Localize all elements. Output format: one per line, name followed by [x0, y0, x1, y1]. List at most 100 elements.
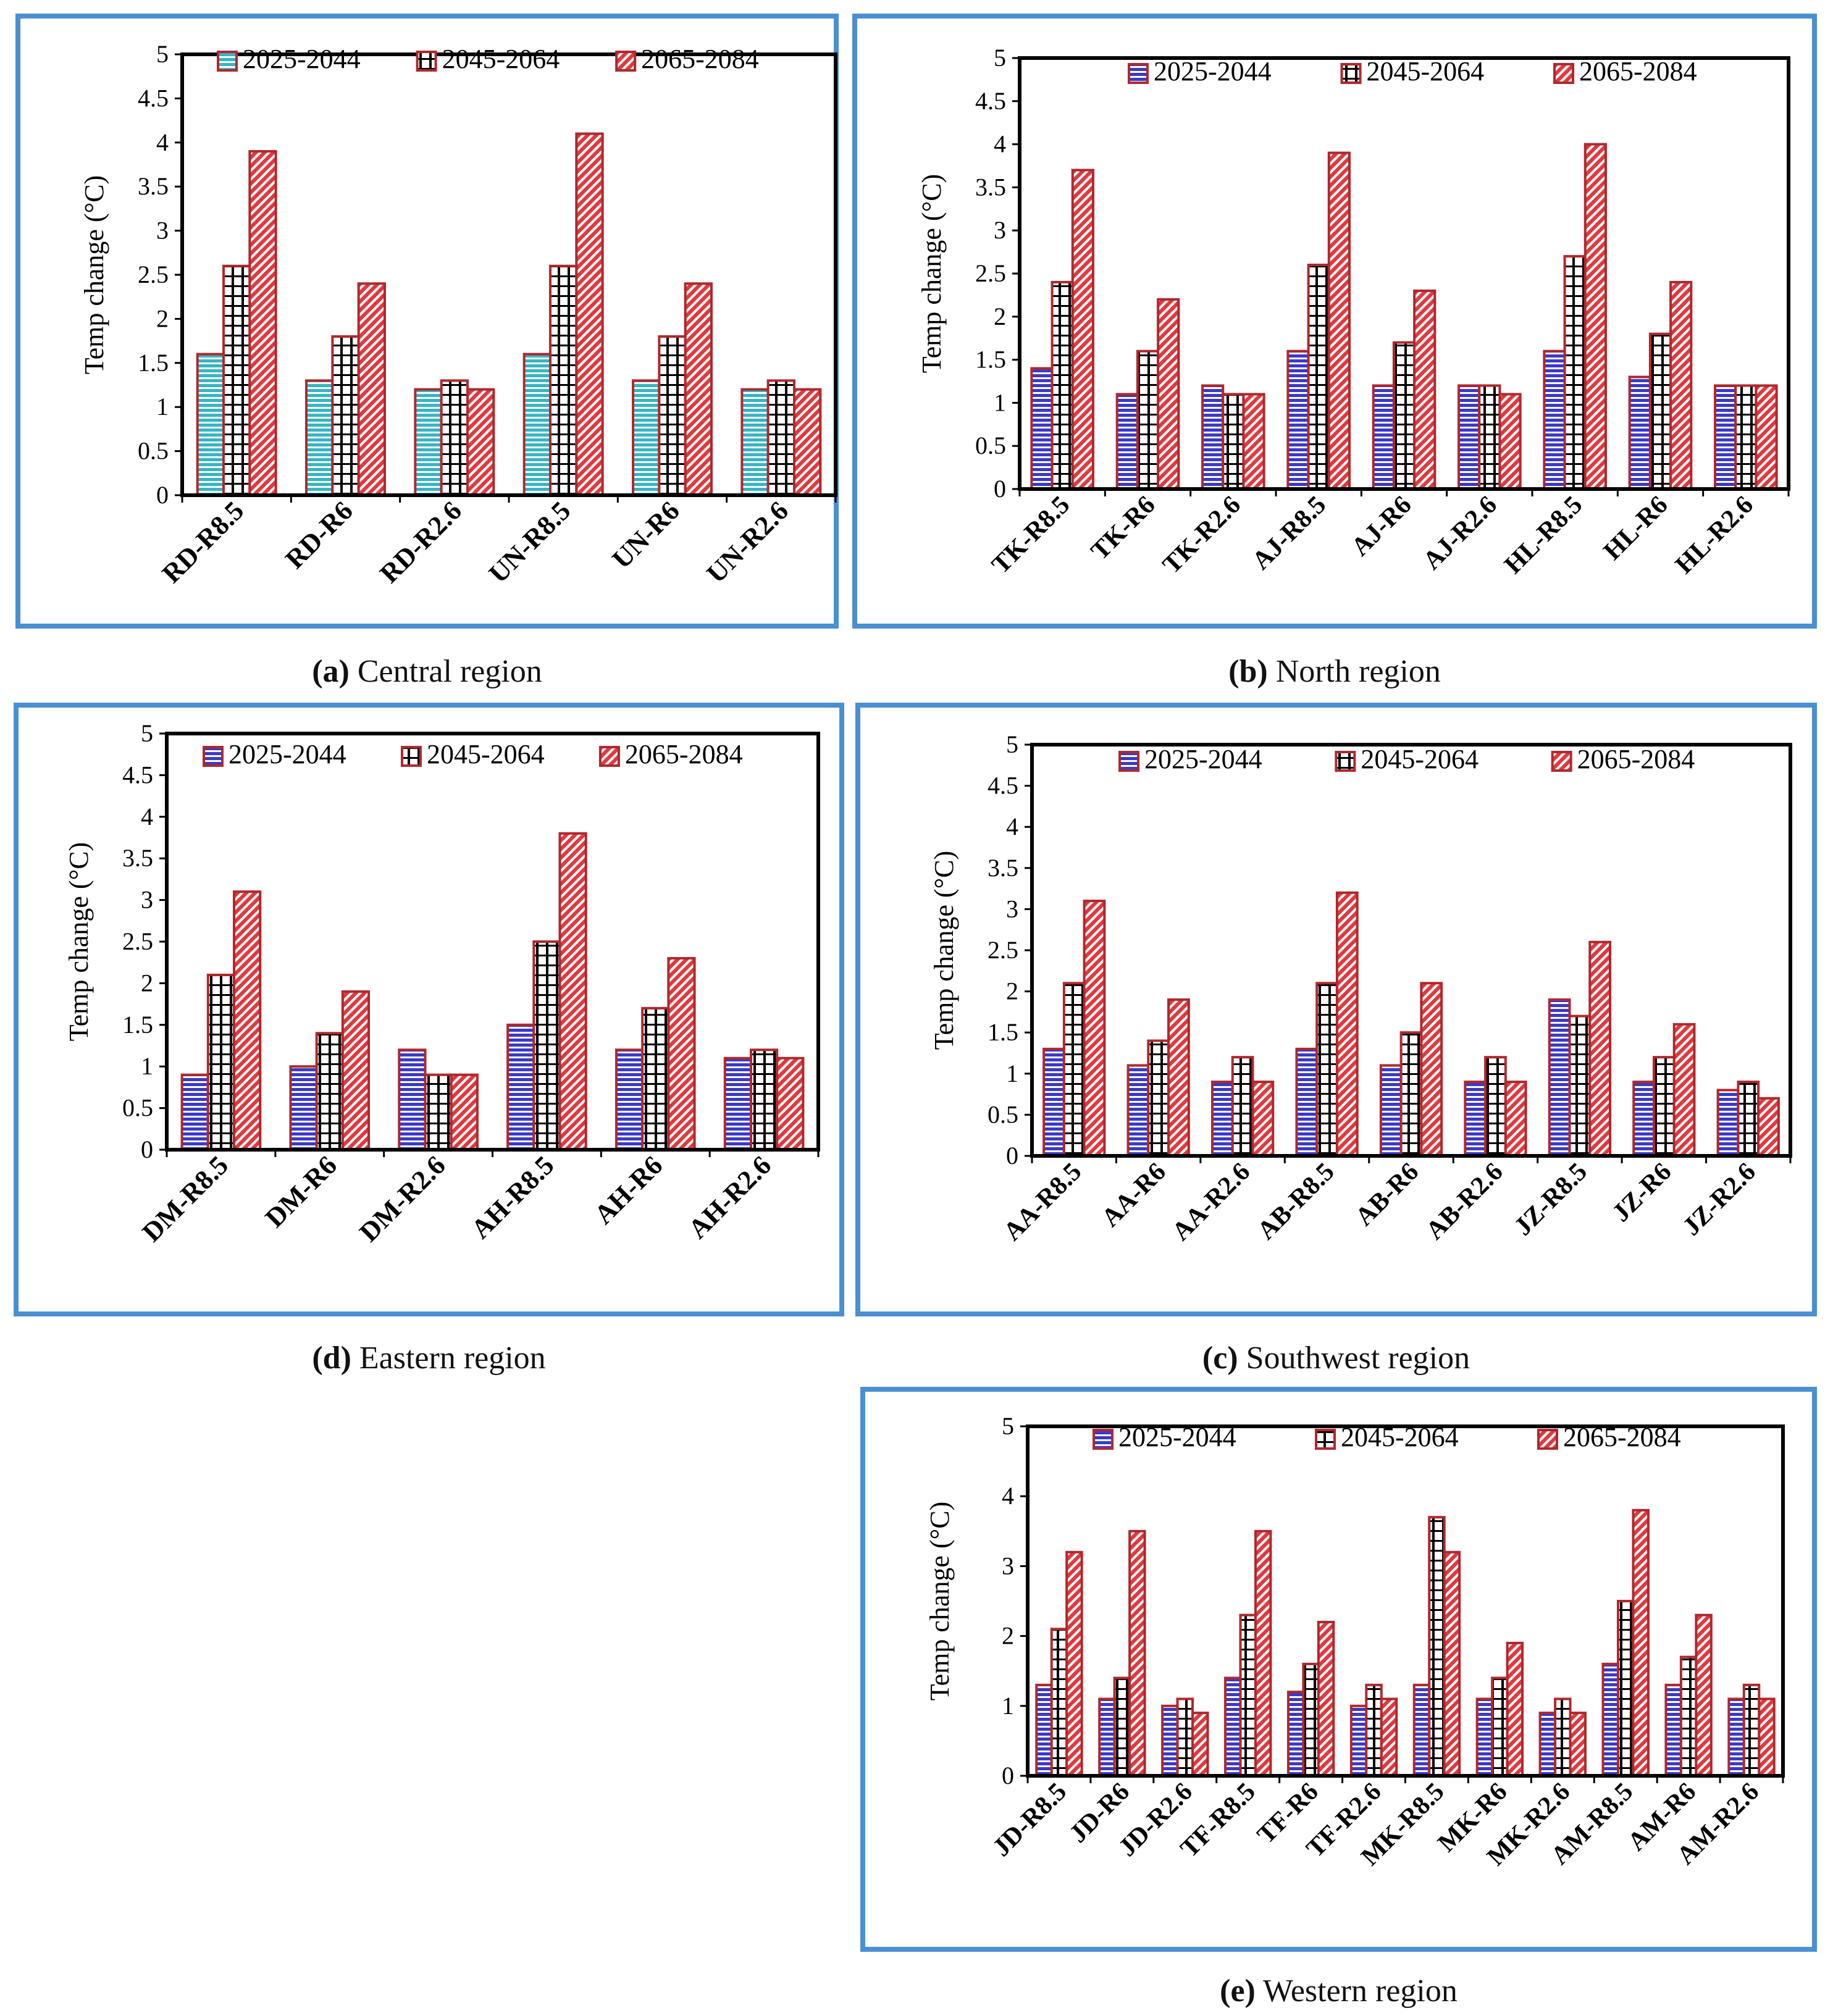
- blue-hatch-swatch-icon: [1093, 1429, 1114, 1450]
- y-tick-label: 1.5: [138, 349, 169, 377]
- bar-tf-r2-6-2065-2084: [1380, 1697, 1398, 1778]
- bar-tk-r6-2025-2044: [1115, 393, 1139, 490]
- y-tick-label: 0: [156, 481, 169, 509]
- y-tick-label: 4: [1002, 1482, 1014, 1510]
- bar-hl-r2-6-2065-2084: [1755, 384, 1778, 490]
- bar-ab-r2-6-2025-2044: [1464, 1081, 1487, 1157]
- y-tick-label: 0: [1002, 1762, 1014, 1789]
- y-tick-label: 2: [994, 303, 1006, 330]
- y-tick-label: 1: [994, 388, 1006, 416]
- bar-jd-r2-6-2045-2064: [1176, 1697, 1194, 1778]
- legend-label: 2045-2064: [1361, 744, 1479, 774]
- legend-label: 2065-2084: [625, 739, 743, 769]
- blue-hatch-swatch-icon: [217, 51, 238, 72]
- x-tick-label: TK-R2.6: [1157, 491, 1246, 580]
- legend-label: 2025-2044: [229, 739, 346, 769]
- bar-ab-r2-6-2045-2064: [1484, 1056, 1507, 1157]
- bar-tk-r8-5-2065-2084: [1071, 169, 1094, 491]
- y-tick-label: 3.5: [975, 173, 1006, 201]
- bar-aa-r6-2065-2084: [1167, 998, 1190, 1158]
- bar-ah-r8-5-2065-2084: [558, 832, 587, 1151]
- bar-jd-r6-2025-2044: [1098, 1697, 1116, 1778]
- caption-letter: (d): [312, 1341, 351, 1376]
- caption-eastern: (d) Eastern region: [14, 1340, 844, 1376]
- bar-ab-r8-5-2065-2084: [1335, 891, 1359, 1157]
- bar-mk-r2-6-2045-2064: [1554, 1697, 1572, 1778]
- bar-am-r8-5-2025-2044: [1601, 1662, 1619, 1777]
- caption-north: (b) North region: [852, 653, 1817, 690]
- x-tick-label: AH-R6: [589, 1150, 669, 1230]
- bar-aj-r8-5-2045-2064: [1307, 264, 1330, 490]
- bar-aj-r8-5-2065-2084: [1327, 151, 1351, 490]
- plot-area-frame: [165, 732, 820, 1152]
- bar-un-r8-5-2025-2044: [522, 353, 552, 497]
- y-tick-label: 4: [1006, 813, 1018, 840]
- bar-jd-r8-5-2045-2064: [1050, 1628, 1068, 1777]
- y-axis-label: Temp change (°C): [916, 174, 947, 373]
- red-diagonal-swatch-icon: [598, 746, 620, 767]
- y-tick-label: 1.5: [988, 1018, 1018, 1046]
- bar-jz-r6-2025-2044: [1632, 1081, 1655, 1157]
- y-tick-label: 1.5: [122, 1011, 153, 1039]
- bar-tf-r6-2025-2044: [1286, 1691, 1305, 1777]
- bar-hl-r2-6-2025-2044: [1714, 384, 1737, 490]
- bar-mk-r2-6-2025-2044: [1538, 1712, 1557, 1777]
- x-tick-label: RD-R6: [280, 495, 359, 574]
- x-tick-label: DM-R6: [259, 1150, 343, 1233]
- caption-text: Central region: [349, 654, 542, 689]
- y-tick-label: 2: [1006, 977, 1018, 1005]
- bar-dm-r2-6-2065-2084: [450, 1073, 479, 1151]
- y-tick-label: 4: [141, 803, 153, 830]
- y-tick-label: 1: [1006, 1060, 1018, 1087]
- x-tick-label: AJ-R2.6: [1418, 491, 1503, 575]
- x-tick-label: HL-R6: [1598, 491, 1674, 566]
- y-tick-label: 1: [141, 1052, 153, 1080]
- y-tick-label: 0: [994, 475, 1006, 503]
- y-tick-label: 0: [141, 1136, 153, 1163]
- blue-hatch-swatch-icon: [1128, 63, 1149, 84]
- chart-panel-eastern: 0 0.5 1 1.5 2 2.5 3 3.5 4 4.5 5 Temp change (°C) DM-…: [14, 703, 844, 1316]
- bar-aj-r2-6-2065-2084: [1498, 393, 1522, 490]
- red-diagonal-swatch-icon: [1551, 751, 1572, 772]
- bar-un-r6-2045-2064: [658, 335, 687, 497]
- bar-aa-r8-5-2025-2044: [1042, 1047, 1065, 1158]
- y-tick-label: 0.5: [975, 432, 1006, 459]
- x-tick-label: JZ-R2.6: [1677, 1158, 1761, 1242]
- bar-rd-r8-5-2025-2044: [196, 353, 225, 497]
- legend-label: 2025-2044: [1118, 1422, 1236, 1452]
- bar-ab-r6-2025-2044: [1379, 1064, 1403, 1157]
- x-tick-label: TK-R6: [1086, 491, 1161, 566]
- bar-dm-r2-6-2025-2044: [398, 1048, 427, 1151]
- red-diagonal-swatch-icon: [1537, 1429, 1558, 1450]
- x-tick-label: AJ-R8.5: [1247, 491, 1332, 575]
- legend-label: 2025-2044: [243, 44, 361, 74]
- bar-hl-r6-2065-2084: [1669, 280, 1693, 490]
- x-tick-label: AJ-R6: [1346, 491, 1417, 562]
- black-grid-swatch-icon: [1340, 63, 1362, 84]
- bar-rd-r2-6-2065-2084: [466, 388, 495, 497]
- y-tick-label: 3.5: [138, 172, 169, 200]
- x-tick-label: UN-R6: [606, 495, 686, 574]
- y-tick-label: 4: [156, 128, 169, 156]
- bar-aa-r8-5-2045-2064: [1062, 982, 1086, 1157]
- x-tick-label: RD-R8.5: [156, 495, 250, 588]
- x-tick-label: HL-R2.6: [1670, 491, 1759, 580]
- x-tick-label: TK-R8.5: [986, 491, 1075, 580]
- bar-tk-r2-6-2045-2064: [1222, 393, 1245, 490]
- black-grid-swatch-icon: [416, 51, 437, 72]
- caption-letter: (c): [1202, 1341, 1238, 1376]
- bar-rd-r8-5-2045-2064: [222, 264, 251, 496]
- bar-aj-r2-6-2025-2044: [1458, 384, 1481, 490]
- bar-ab-r8-5-2025-2044: [1295, 1047, 1319, 1158]
- bar-am-r6-2045-2064: [1679, 1655, 1698, 1777]
- y-tick-label: 0.5: [138, 437, 169, 465]
- bar-aj-r8-5-2025-2044: [1286, 349, 1310, 491]
- plot-area-frame: [1030, 743, 1792, 1158]
- red-diagonal-swatch-icon: [1553, 63, 1575, 84]
- bar-mk-r6-2065-2084: [1506, 1641, 1524, 1778]
- bar-un-r8-5-2065-2084: [575, 132, 604, 496]
- bar-hl-r8-5-2045-2064: [1563, 255, 1587, 490]
- caption-letter: (b): [1228, 654, 1268, 689]
- y-tick-label: 5: [1006, 730, 1018, 758]
